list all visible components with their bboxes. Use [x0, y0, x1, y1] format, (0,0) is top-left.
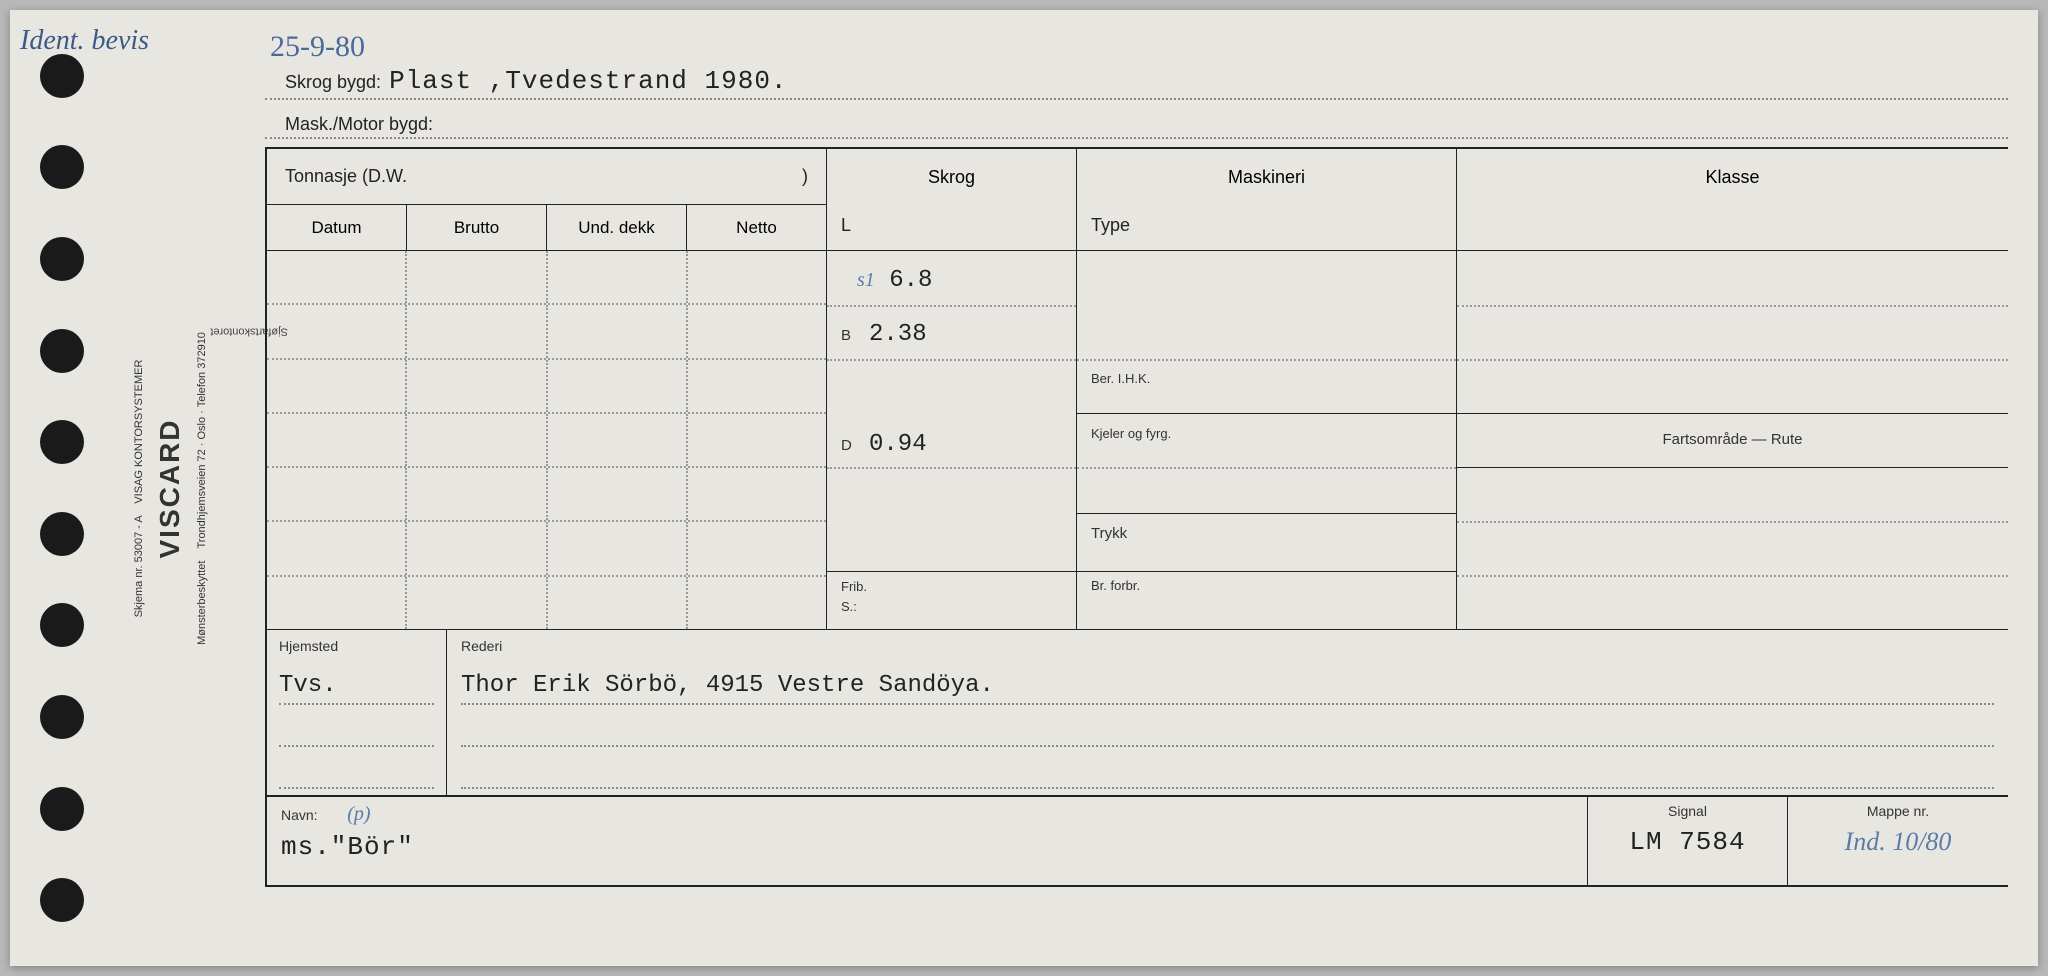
hole [40, 603, 84, 647]
unddekk-header: Und. dekk [547, 205, 687, 250]
hjemsted-rederi-block: Hjemsted Tvs. Rederi Thor Erik Sörbö, 49… [267, 629, 2008, 797]
skjema-nr: Skjema nr. 53007 - A [133, 515, 145, 617]
tonnasje-block: Tonnasje (D.W. ) Datum Brutto Und. dekk … [267, 149, 827, 251]
index-card: Skjema nr. 53007 - A VISAG KONTORSYSTEME… [10, 10, 2038, 966]
rederi-value: Thor Erik Sörbö, 4915 Vestre Sandöya. [461, 672, 1994, 699]
klasse-header: Klasse [1457, 149, 2008, 205]
brutto-header: Brutto [407, 205, 547, 250]
hjemsted-value: Tvs. [279, 672, 434, 699]
l-label: L [827, 205, 1077, 251]
mappe-label: Mappe nr. [1802, 803, 1994, 819]
visag-system: VISAG KONTORSYSTEMER [133, 359, 145, 503]
brforbr-label: Br. forbr. [1091, 579, 1140, 593]
main-grid: Tonnasje (D.W. ) Datum Brutto Und. dekk … [265, 147, 2008, 797]
viscard-logo: VISCARD [152, 332, 188, 645]
tonnasje-label: Tonnasje (D.W. [285, 166, 407, 187]
hole [40, 787, 84, 831]
navn-row: Navn: (p) ms."Bör" Signal LM 7584 Mappe … [265, 797, 2008, 887]
navn-prefix: (p) [347, 803, 370, 825]
hole [40, 695, 84, 739]
kjeler-label: Kjeler og fyrg. [1091, 427, 1171, 441]
monster: Mønsterbeskyttet [195, 560, 207, 644]
skrog-column: s1 6.8 B 2.38 D 0.94 Frib. S.: [827, 251, 1077, 629]
skrog-header: Skrog [827, 149, 1077, 205]
side-imprint: Skjema nr. 53007 - A VISAG KONTORSYSTEME… [120, 10, 220, 966]
s-label: S.: [841, 599, 857, 614]
handwritten-ident: Ident. bevis [20, 25, 149, 57]
tonnasje-close: ) [802, 166, 808, 187]
skrog-bygd-label: Skrog bygd: [285, 72, 381, 93]
hole [40, 54, 84, 98]
hole [40, 145, 84, 189]
navn-value: ms."Bör" [281, 832, 1573, 862]
klasse-column: Fartsområde — Rute [1457, 251, 2008, 629]
mask-bygd-row: Mask./Motor bygd: [265, 108, 2008, 139]
hjemsted-label: Hjemsted [279, 638, 434, 654]
skrog-bygd-value: Plast ,Tvedestrand 1980. [389, 66, 787, 96]
hole [40, 878, 84, 922]
hole [40, 329, 84, 373]
fartsomrade-label: Fartsområde — Rute [1457, 431, 2008, 448]
hole [40, 420, 84, 464]
datum-header: Datum [267, 205, 407, 250]
signal-label: Signal [1602, 803, 1773, 819]
address: Trondhjemsveien 72 · Oslo · Telefon 3729… [195, 332, 207, 548]
handwritten-date: 25-9-80 [270, 30, 365, 64]
skrog-bygd-row: Skrog bygd: Plast ,Tvedestrand 1980. [265, 60, 2008, 100]
maskineri-header: Maskineri [1077, 149, 1457, 205]
b-value: 2.38 [869, 321, 927, 348]
d-label: D [841, 437, 852, 454]
mappe-value: Ind. 10/80 [1802, 827, 1994, 857]
l-prefix: s1 [857, 269, 875, 291]
form-area: Skrog bygd: Plast ,Tvedestrand 1980. Mas… [265, 60, 2008, 946]
type-label: Type [1077, 205, 1457, 251]
netto-header: Netto [687, 205, 827, 250]
hole [40, 512, 84, 556]
rederi-label: Rederi [461, 638, 1994, 654]
navn-label: Navn: [281, 807, 318, 823]
mask-bygd-label: Mask./Motor bygd: [285, 114, 433, 135]
signal-value: LM 7584 [1602, 827, 1773, 857]
maskineri-column: Ber. I.H.K. Kjeler og fyrg. Trykk Br. fo… [1077, 251, 1457, 629]
ber-label: Ber. I.H.K. [1091, 371, 1150, 386]
punch-holes [40, 10, 100, 966]
l-value: 6.8 [889, 267, 932, 294]
frib-label: Frib. [841, 579, 867, 594]
trykk-label: Trykk [1091, 525, 1127, 542]
d-value: 0.94 [869, 431, 927, 458]
hole [40, 237, 84, 281]
b-label: B [841, 327, 851, 344]
tonnasje-body [267, 251, 827, 629]
